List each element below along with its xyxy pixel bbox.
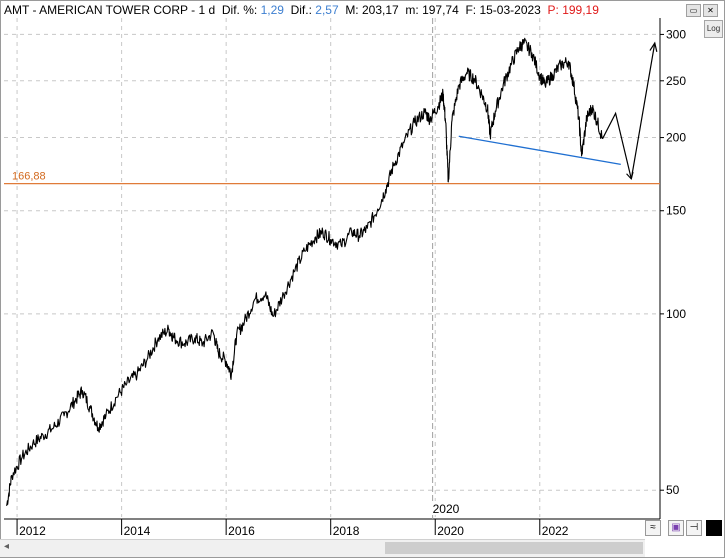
header-period: 1 d: [198, 3, 216, 17]
save-icon[interactable]: ▣: [668, 520, 684, 536]
zigzag-icon[interactable]: ≈: [645, 520, 661, 536]
projection-path: [601, 42, 656, 180]
price-series-line: [6, 37, 604, 507]
scroll-thumb[interactable]: [385, 542, 643, 554]
x-tick-label: 2022: [542, 524, 569, 538]
y-tick-label: 200: [666, 131, 686, 145]
max-value: 203,17: [362, 3, 399, 17]
date-label: F:: [465, 3, 477, 17]
black-square-icon[interactable]: [706, 520, 722, 536]
x-tick-label: 2016: [228, 524, 255, 538]
close-icon[interactable]: ✕: [703, 4, 718, 17]
y-tick-label: 300: [666, 27, 686, 41]
y-tick-label: 50: [666, 483, 680, 497]
price-label: P:: [547, 3, 559, 17]
chart-header: AMT - AMERICAN TOWER CORP - 1 d Dif. %: …: [4, 3, 599, 17]
dif-pct-value: 1,29: [260, 3, 284, 17]
price-value: 199,19: [562, 3, 599, 17]
max-label: M:: [345, 3, 359, 17]
dif-pct-label: Dif. %:: [221, 3, 258, 17]
pin-icon[interactable]: ⊣: [686, 520, 702, 536]
x-tick-label: 2014: [124, 524, 151, 538]
date-value: 15-03-2023: [479, 3, 541, 17]
dif-value: 2,57: [315, 3, 339, 17]
support-label: 166,88: [12, 171, 46, 183]
x-tick-label: 2018: [333, 524, 360, 538]
y-tick-label: 100: [666, 307, 686, 321]
cursor-label: 2020: [433, 502, 460, 516]
header-company-name: AMERICAN TOWER CORP: [39, 3, 188, 17]
x-tick-label: 2012: [19, 524, 46, 538]
header-symbol: AMT: [4, 3, 30, 17]
projection-bottom-arrowhead: [626, 171, 634, 181]
dif-label: Dif.:: [290, 3, 312, 17]
x-tick-label: 2020: [437, 524, 464, 538]
horizontal-scrollbar[interactable]: ◂: [0, 539, 645, 557]
cursor-label-bg: [431, 501, 460, 515]
projection-arrowhead: [649, 41, 658, 52]
y-tick-label: 250: [666, 74, 686, 88]
min-value: 197,74: [422, 3, 459, 17]
min-label: m:: [405, 3, 419, 17]
window-icon[interactable]: ▭: [686, 4, 701, 17]
scroll-left-icon[interactable]: ◂: [4, 541, 10, 552]
y-tick-label: 150: [666, 204, 686, 218]
log-scale-button[interactable]: Log: [704, 20, 723, 38]
trend-line: [458, 135, 621, 165]
